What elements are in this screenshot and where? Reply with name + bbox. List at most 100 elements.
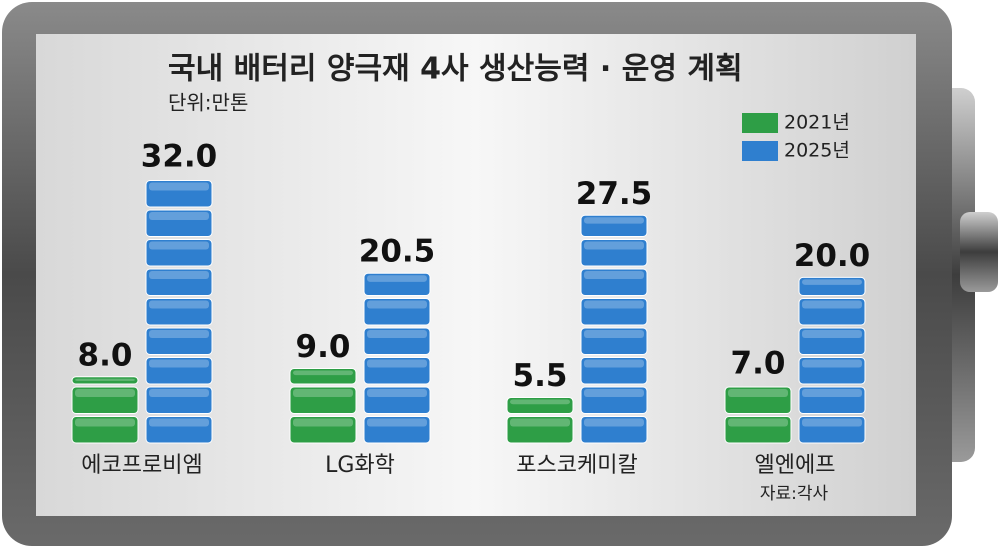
bar-segment bbox=[145, 416, 213, 444]
value-label: 20.5 bbox=[359, 234, 436, 270]
bar-segment bbox=[580, 416, 648, 444]
x-tick-label: 포스코케미칼 bbox=[516, 453, 637, 478]
bar-highlight bbox=[367, 275, 427, 282]
bar-highlight bbox=[149, 212, 209, 220]
bar-segment bbox=[580, 268, 648, 296]
bar-highlight bbox=[584, 217, 644, 224]
bar bbox=[724, 386, 792, 444]
bar-segment bbox=[724, 416, 792, 444]
bar-highlight bbox=[584, 241, 644, 250]
bar-highlight bbox=[510, 399, 570, 405]
bar-segment bbox=[798, 416, 866, 444]
bar-segment bbox=[363, 386, 431, 414]
bar-highlight bbox=[584, 389, 644, 397]
value-label: 8.0 bbox=[78, 337, 133, 373]
bar-highlight bbox=[584, 359, 644, 368]
bar-segment bbox=[145, 268, 213, 296]
legend-label: 2021년 bbox=[784, 112, 850, 134]
bar bbox=[145, 180, 213, 444]
source: 자료:각사 bbox=[760, 484, 829, 504]
bar-highlight bbox=[149, 418, 209, 427]
bar-highlight bbox=[584, 330, 644, 338]
bar-highlight bbox=[75, 378, 135, 381]
value-label: 27.5 bbox=[576, 176, 653, 212]
bar bbox=[71, 376, 139, 444]
bar-highlight bbox=[149, 359, 209, 368]
bar-segment bbox=[71, 416, 139, 444]
bar-highlight bbox=[149, 271, 209, 279]
bar-segment bbox=[724, 386, 792, 414]
value-label: 7.0 bbox=[731, 346, 786, 382]
bar-highlight bbox=[728, 389, 788, 397]
bar bbox=[289, 367, 357, 444]
bar-segment bbox=[580, 386, 648, 414]
bar bbox=[798, 276, 866, 444]
bar-highlight bbox=[293, 418, 353, 427]
bar-highlight bbox=[149, 300, 209, 309]
bar-highlight bbox=[149, 182, 209, 191]
bar-highlight bbox=[802, 330, 862, 338]
bar-highlight bbox=[728, 418, 788, 427]
bar-highlight bbox=[802, 389, 862, 397]
bar-highlight bbox=[149, 241, 209, 250]
bar-highlight bbox=[367, 359, 427, 368]
bar-segment bbox=[580, 298, 648, 326]
bar-segment bbox=[506, 396, 574, 414]
bar-segment bbox=[71, 376, 139, 385]
bar-highlight bbox=[75, 389, 135, 397]
bar-highlight bbox=[802, 418, 862, 427]
bar-segment bbox=[289, 367, 357, 385]
bar-highlight bbox=[367, 330, 427, 338]
bar-highlight bbox=[584, 300, 644, 309]
value-label: 9.0 bbox=[296, 329, 351, 365]
battery-nub bbox=[960, 212, 998, 292]
x-tick-label: 에코프로비엠 bbox=[81, 453, 202, 478]
bar bbox=[506, 396, 574, 444]
legend-swatch bbox=[742, 141, 778, 161]
bar-segment bbox=[580, 327, 648, 355]
bar-segment bbox=[289, 386, 357, 414]
bar-highlight bbox=[367, 300, 427, 309]
bar-segment bbox=[145, 386, 213, 414]
bar-segment bbox=[798, 386, 866, 414]
bar-segment bbox=[363, 327, 431, 355]
x-tick-label: LG화학 bbox=[325, 453, 395, 478]
bar-segment bbox=[363, 416, 431, 444]
bar-segment bbox=[798, 357, 866, 385]
bar-highlight bbox=[367, 389, 427, 397]
legend-label: 2025년 bbox=[784, 140, 850, 162]
bar-highlight bbox=[802, 359, 862, 368]
subtitle: 단위:만톤 bbox=[168, 91, 248, 115]
x-tick-label: 엘엔에프 bbox=[755, 453, 836, 478]
bar-segment bbox=[363, 272, 431, 296]
bar-segment bbox=[798, 327, 866, 355]
bar-segment bbox=[798, 276, 866, 296]
bar-segment bbox=[71, 386, 139, 414]
chart-title: 국내 배터리 양극재 4사 생산능력 · 운영 계획 bbox=[168, 52, 743, 87]
bar bbox=[363, 272, 431, 444]
bar-segment bbox=[145, 180, 213, 208]
bar-segment bbox=[798, 298, 866, 326]
bar-highlight bbox=[149, 330, 209, 338]
bar-segment bbox=[506, 416, 574, 444]
value-label: 32.0 bbox=[141, 139, 218, 175]
bar-segment bbox=[580, 239, 648, 267]
bar-highlight bbox=[802, 279, 862, 285]
bar-segment bbox=[145, 239, 213, 267]
bar-highlight bbox=[75, 418, 135, 427]
bar-segment bbox=[363, 298, 431, 326]
bar-highlight bbox=[149, 389, 209, 397]
bar-segment bbox=[145, 209, 213, 237]
bar-segment bbox=[145, 298, 213, 326]
bar-highlight bbox=[367, 418, 427, 427]
bar-segment bbox=[289, 416, 357, 444]
bar-highlight bbox=[584, 271, 644, 279]
value-label: 20.0 bbox=[794, 238, 871, 274]
value-label: 5.5 bbox=[513, 358, 568, 394]
bar-segment bbox=[580, 357, 648, 385]
bar-highlight bbox=[293, 389, 353, 397]
legend-swatch bbox=[742, 113, 778, 133]
bar-segment bbox=[145, 357, 213, 385]
bar-highlight bbox=[510, 418, 570, 427]
